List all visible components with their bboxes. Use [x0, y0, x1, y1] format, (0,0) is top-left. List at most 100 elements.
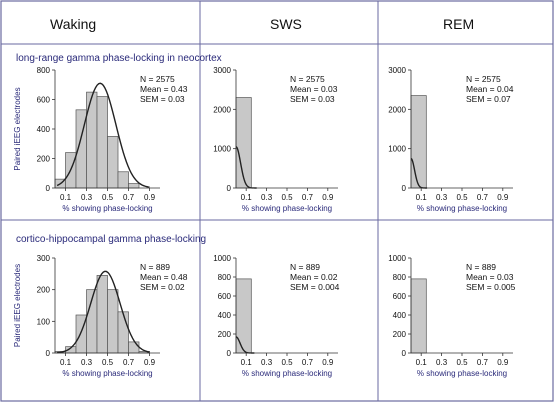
stats-label: N = 2575 [290, 74, 325, 84]
stats-label: SEM = 0.005 [466, 282, 516, 292]
stats-label: N = 2575 [140, 74, 175, 84]
stats-label: Mean = 0.03 [290, 84, 338, 94]
y-tick-label: 0 [402, 184, 407, 193]
y-tick-label: 1000 [388, 145, 406, 154]
x-tick-label: 0.3 [81, 193, 93, 202]
y-tick-label: 800 [37, 66, 51, 75]
y-tick-label: 1000 [213, 145, 231, 154]
x-tick-label: 0.3 [436, 193, 448, 202]
histogram-panel-r0c1: 0 1000 2000 3000 0.1 0.3 0.5 0.7 0.9 % showing ph… [213, 66, 338, 213]
histogram-panel-r0c2: 0 1000 2000 3000 0.1 0.3 0.5 0.7 0.9 % showing ph… [388, 66, 514, 213]
histogram-bar [107, 136, 119, 189]
x-tick-label: 0.5 [456, 193, 468, 202]
x-tick-label: 0.9 [144, 358, 156, 367]
stats-label: N = 889 [466, 262, 496, 272]
stats-label: Mean = 0.04 [466, 84, 514, 94]
histogram-bar [117, 311, 129, 354]
histogram-bar [410, 278, 427, 354]
x-tick-label: 0.9 [497, 358, 509, 367]
histogram-panel-r1c1: 0 200 400 600 800 1000 0.1 0.3 0.5 0.7 0.9 % showin… [213, 254, 339, 378]
y-tick-label: 800 [218, 273, 232, 282]
x-tick-label: 0.5 [102, 358, 114, 367]
y-axis-label: Paired iEEG electrodes [13, 87, 22, 170]
y-tick-label: 0 [227, 184, 232, 193]
histogram-panel-r1c2: 0 200 400 600 800 1000 0.1 0.3 0.5 0.7 0.9 % showin… [388, 254, 515, 378]
histogram-bar [117, 171, 129, 189]
histogram-bar [235, 97, 252, 189]
column-header-rem: REM [443, 16, 474, 32]
x-axis-label: % showing phase-locking [62, 369, 152, 378]
y-tick-label: 100 [37, 317, 51, 326]
y-tick-label: 2000 [388, 105, 406, 114]
x-tick-label: 0.9 [322, 193, 334, 202]
x-tick-label: 0.7 [477, 358, 489, 367]
x-tick-label: 0.5 [281, 358, 293, 367]
x-tick-label: 0.1 [60, 358, 72, 367]
x-tick-label: 0.9 [144, 193, 156, 202]
x-tick-label: 0.5 [102, 193, 114, 202]
y-tick-label: 800 [393, 273, 407, 282]
x-tick-label: 0.3 [261, 358, 273, 367]
stats-label: SEM = 0.07 [466, 94, 511, 104]
y-tick-label: 1000 [213, 254, 231, 263]
x-axis-label: % showing phase-locking [417, 369, 507, 378]
x-tick-label: 0.5 [281, 193, 293, 202]
x-tick-label: 0.1 [60, 193, 72, 202]
y-tick-label: 300 [37, 254, 51, 263]
fit-curve [56, 82, 150, 188]
y-tick-label: 0 [46, 349, 51, 358]
x-tick-label: 0.1 [241, 193, 253, 202]
stats-label: Mean = 0.02 [290, 272, 338, 282]
histogram-bar [128, 341, 140, 354]
x-tick-label: 0.1 [241, 358, 253, 367]
histogram-panels: 0 200 400 600 800 0.1 0.3 0.5 0.7 0.9 % showing ph… [13, 66, 516, 378]
y-tick-label: 200 [37, 155, 51, 164]
y-tick-label: 600 [218, 292, 232, 301]
histogram-panel-r1c0: 0 100 200 300 0.1 0.3 0.5 0.7 0.9 % showing phase… [13, 254, 188, 378]
y-tick-label: 200 [218, 330, 232, 339]
stats-label: Mean = 0.48 [140, 272, 188, 282]
histogram-bar [410, 95, 427, 189]
stats-label: N = 889 [140, 262, 170, 272]
x-tick-label: 0.7 [123, 193, 135, 202]
histogram-bar [96, 96, 108, 189]
y-tick-label: 3000 [388, 66, 406, 75]
x-axis-label: % showing phase-locking [417, 204, 507, 213]
x-tick-label: 0.3 [436, 358, 448, 367]
histogram-bar [107, 289, 119, 354]
y-tick-label: 2000 [213, 105, 231, 114]
y-tick-label: 0 [402, 349, 407, 358]
x-tick-label: 0.3 [81, 358, 93, 367]
histogram-bar [96, 275, 108, 354]
histogram-panel-r0c0: 0 200 400 600 800 0.1 0.3 0.5 0.7 0.9 % showing ph… [13, 66, 188, 213]
x-tick-label: 0.1 [416, 193, 428, 202]
y-tick-label: 200 [37, 286, 51, 295]
histogram-bar [128, 183, 140, 189]
x-axis-label: % showing phase-locking [242, 204, 332, 213]
stats-label: Mean = 0.03 [466, 272, 514, 282]
x-tick-label: 0.5 [456, 358, 468, 367]
y-tick-label: 3000 [213, 66, 231, 75]
y-tick-label: 1000 [388, 254, 406, 263]
x-tick-label: 0.7 [302, 358, 314, 367]
x-tick-label: 0.9 [497, 193, 509, 202]
x-tick-label: 0.7 [302, 193, 314, 202]
y-tick-label: 0 [46, 184, 51, 193]
y-tick-label: 400 [393, 311, 407, 320]
x-tick-label: 0.9 [322, 358, 334, 367]
y-tick-label: 200 [393, 330, 407, 339]
stats-label: N = 889 [290, 262, 320, 272]
x-tick-label: 0.1 [416, 358, 428, 367]
row-label-neocortex: long-range gamma phase-locking in neocor… [16, 53, 222, 64]
row-label-cortico-hippocampal: cortico-hippocampal gamma phase-locking [16, 234, 206, 245]
x-tick-label: 0.7 [123, 358, 135, 367]
stats-label: SEM = 0.03 [140, 94, 185, 104]
y-tick-label: 600 [37, 96, 51, 105]
y-tick-label: 400 [37, 125, 51, 134]
column-header-waking: Waking [50, 16, 96, 32]
y-tick-label: 600 [393, 292, 407, 301]
stats-label: Mean = 0.43 [140, 84, 188, 94]
